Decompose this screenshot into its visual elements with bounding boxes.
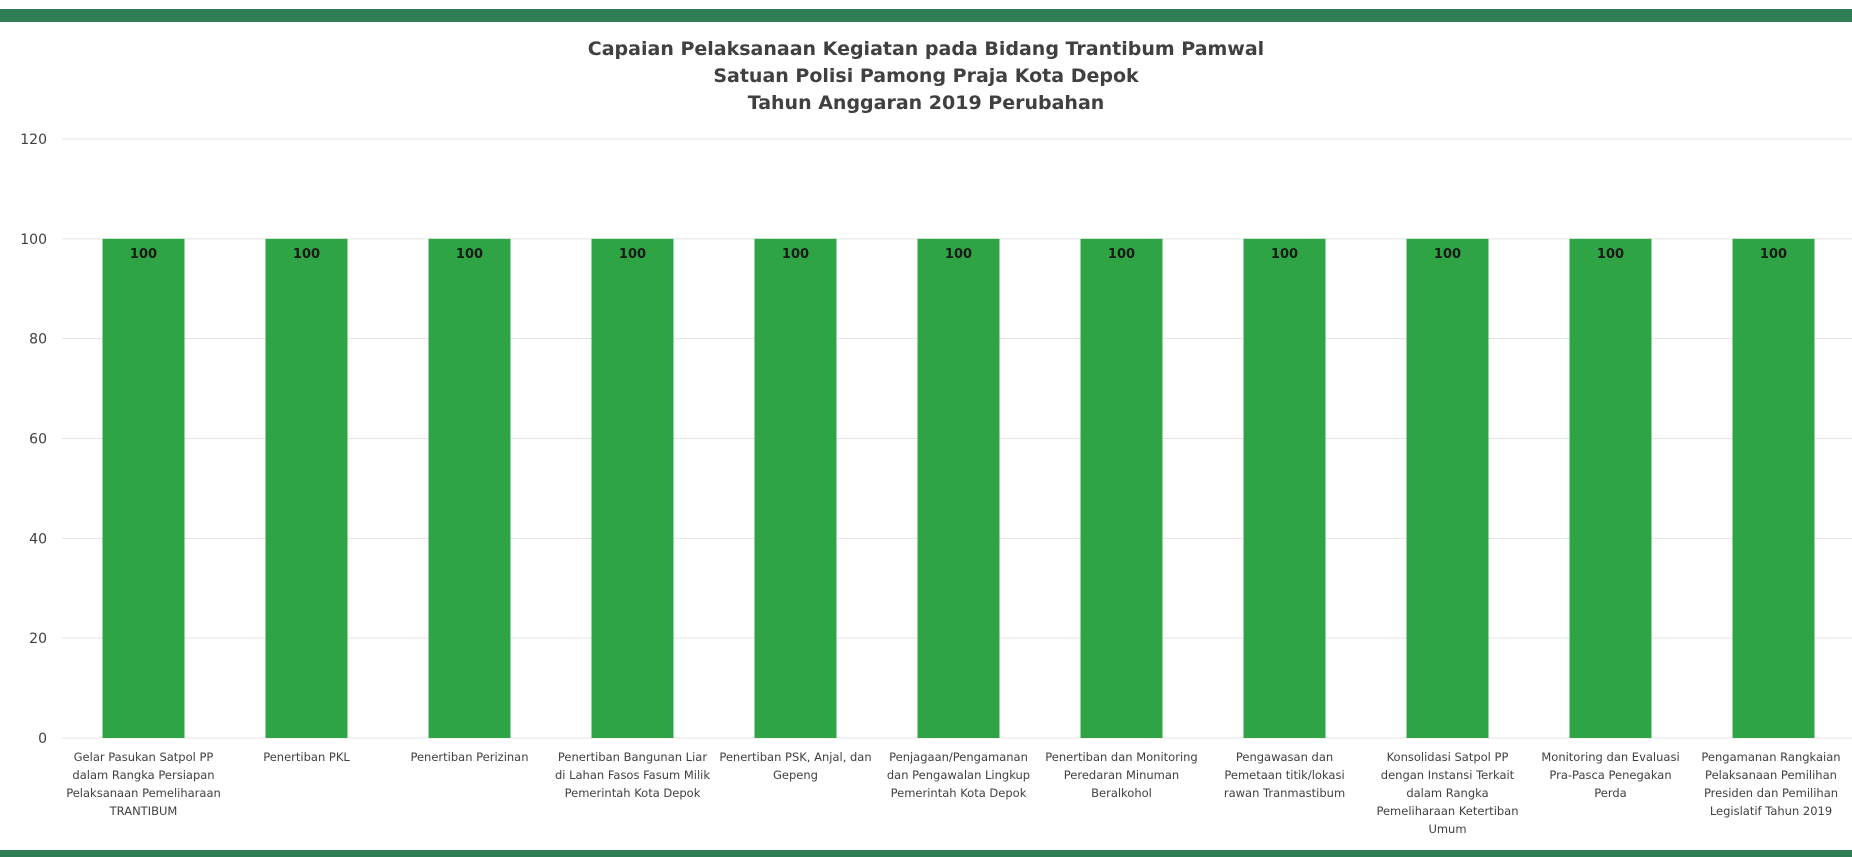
y-tick-label: 120 bbox=[20, 132, 47, 148]
x-tick-label: Penertiban PSK, Anjal, dan Gepeng bbox=[719, 750, 872, 782]
bar bbox=[917, 238, 1000, 739]
data-label: 100 bbox=[130, 247, 157, 262]
bar bbox=[591, 238, 674, 739]
data-label: 100 bbox=[293, 247, 320, 262]
chart-title-line-2: Satuan Polisi Pamong Praja Kota Depok bbox=[713, 65, 1139, 87]
x-tick-label: Penertiban PKL bbox=[263, 750, 350, 764]
x-tick-label: Penertiban Perizinan bbox=[410, 750, 529, 764]
bar bbox=[1732, 238, 1815, 739]
x-tick-label: Penertiban Bangunan Liar di Lahan Fasos … bbox=[554, 750, 711, 800]
y-tick-label: 0 bbox=[38, 731, 47, 747]
data-label: 100 bbox=[1108, 247, 1135, 262]
bar bbox=[1569, 238, 1652, 739]
x-tick-label: Monitoring dan Evaluasi Pra-Pasca Penega… bbox=[1541, 750, 1680, 800]
chart-title-line-1: Capaian Pelaksanaan Kegiatan pada Bidang… bbox=[587, 38, 1265, 60]
x-tick-label: Pengamanan Rangkaian Pelaksanaan Pemilih… bbox=[1701, 750, 1841, 818]
chart-title: Capaian Pelaksanaan Kegiatan pada Bidang… bbox=[0, 36, 1852, 117]
x-tick-label: Gelar Pasukan Satpol PP dalam Rangka Per… bbox=[66, 750, 221, 818]
data-label: 100 bbox=[1597, 247, 1624, 262]
y-tick-label: 40 bbox=[29, 531, 47, 547]
data-label: 100 bbox=[619, 247, 646, 262]
chart-title-line-3: Tahun Anggaran 2019 Perubahan bbox=[747, 92, 1105, 114]
y-tick-label: 80 bbox=[29, 332, 47, 348]
y-tick-label: 60 bbox=[29, 432, 47, 448]
data-label: 100 bbox=[945, 247, 972, 262]
x-tick-label: Pengawasan dan Pemetaan titik/lokasi raw… bbox=[1223, 750, 1346, 800]
x-tick-label: Penertiban dan Monitoring Peredaran Minu… bbox=[1045, 750, 1198, 800]
data-label: 100 bbox=[1760, 247, 1787, 262]
bar bbox=[1406, 238, 1489, 739]
data-label: 100 bbox=[1434, 247, 1461, 262]
bottom-border-band bbox=[0, 850, 1852, 857]
bar bbox=[428, 238, 511, 739]
data-label: 100 bbox=[456, 247, 483, 262]
data-label: 100 bbox=[782, 247, 809, 262]
x-tick-label: Penjagaan/Pengamanan dan Pengawalan Ling… bbox=[886, 750, 1031, 800]
data-label: 100 bbox=[1271, 247, 1298, 262]
bar bbox=[754, 238, 837, 739]
bar bbox=[265, 238, 348, 739]
y-tick-label: 20 bbox=[29, 631, 47, 647]
x-tick-label: Konsolidasi Satpol PP dengan Instansi Te… bbox=[1376, 750, 1519, 836]
bar bbox=[1080, 238, 1163, 739]
y-tick-label: 100 bbox=[20, 232, 47, 248]
bar bbox=[1243, 238, 1326, 739]
bar bbox=[102, 238, 185, 739]
top-border-band bbox=[0, 9, 1852, 22]
